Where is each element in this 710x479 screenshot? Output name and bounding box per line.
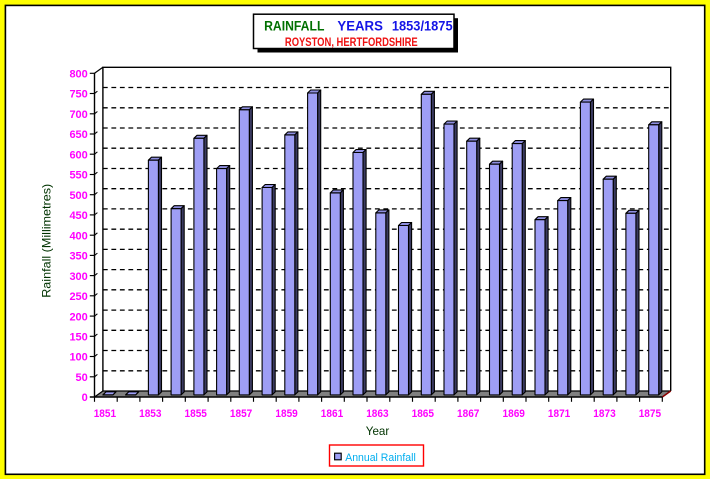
svg-text:1867: 1867 [457,408,479,420]
svg-text:50: 50 [76,372,88,384]
svg-text:RAINFALL: RAINFALL [264,18,324,33]
svg-text:350: 350 [69,251,87,263]
svg-text:550: 550 [69,170,87,182]
svg-text:400: 400 [69,230,87,242]
svg-text:Year: Year [366,424,390,438]
svg-text:1853/1875: 1853/1875 [392,18,453,33]
svg-text:0: 0 [82,392,88,404]
svg-text:450: 450 [69,210,87,222]
svg-text:1863: 1863 [366,408,388,420]
svg-text:1853: 1853 [139,408,161,420]
svg-text:1861: 1861 [321,408,343,420]
svg-text:1873: 1873 [593,408,615,420]
svg-text:1859: 1859 [275,408,297,420]
svg-text:300: 300 [69,271,87,283]
svg-text:1875: 1875 [639,408,661,420]
svg-text:1851: 1851 [94,408,116,420]
svg-text:600: 600 [69,149,87,161]
svg-text:650: 650 [69,129,87,141]
svg-text:1869: 1869 [503,408,525,420]
svg-text:ROYSTON, HERTFORDSHIRE: ROYSTON, HERTFORDSHIRE [285,35,418,49]
svg-text:150: 150 [69,332,87,344]
svg-text:1855: 1855 [185,408,207,420]
svg-text:500: 500 [69,190,87,202]
svg-text:YEARS: YEARS [337,18,383,33]
svg-text:800: 800 [69,69,87,81]
svg-text:200: 200 [69,311,87,323]
svg-text:750: 750 [69,89,87,101]
svg-text:1865: 1865 [412,408,434,420]
svg-text:Annual Rainfall: Annual Rainfall [345,452,416,464]
svg-text:1857: 1857 [230,408,252,420]
svg-text:1871: 1871 [548,408,570,420]
svg-text:250: 250 [69,291,87,303]
svg-text:100: 100 [69,352,87,364]
svg-text:Rainfall (Millimetres): Rainfall (Millimetres) [40,184,54,298]
svg-text:700: 700 [69,109,87,121]
